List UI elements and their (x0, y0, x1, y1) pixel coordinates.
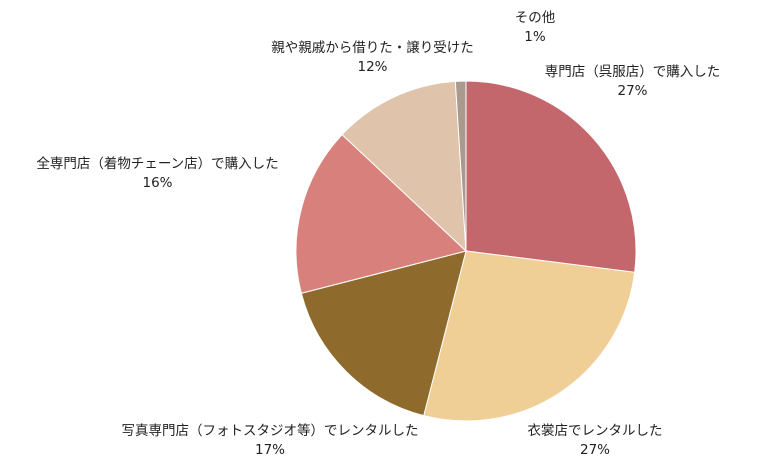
slice-label-kimono-chain-store: 全専門店（着物チェーン店）で購入した 16% (0, 155, 315, 193)
pie-slice-3 (295, 133, 468, 294)
slice-percent: 27% (579, 442, 610, 458)
slice-percent: 17% (254, 442, 285, 458)
slice-label-text: 衣裳店でレンタルした (527, 423, 663, 439)
slice-label-specialty-kimono-store: 専門店（呉服店）で購入した 27% (520, 63, 745, 101)
slice-label-photo-studio-rental: 写真専門店（フォトスタジオ等）でレンタルした 17% (70, 422, 470, 460)
slice-percent: 27% (617, 83, 648, 99)
slice-label-text: 全専門店（着物チェーン店）で購入した (36, 156, 279, 172)
slice-label-other: その他 1% (490, 9, 580, 47)
slice-label-text: 専門店（呉服店）で購入した (544, 64, 721, 80)
slice-label-text: 写真専門店（フォトスタジオ等）でレンタルした (121, 423, 419, 439)
slice-label-borrowed-from-family: 親や親戚から借りた・譲り受けた 12% (240, 39, 505, 77)
pie-slice-1 (423, 250, 636, 422)
pie-slice-0 (465, 80, 637, 273)
slice-label-text: 親や親戚から借りた・譲り受けた (271, 40, 474, 56)
pie-slice-5 (454, 80, 467, 252)
slice-label-text: その他 (514, 10, 556, 26)
pie-slice-4 (341, 80, 467, 253)
slice-percent: 12% (357, 59, 388, 75)
slice-percent: 16% (142, 175, 173, 191)
slice-label-costume-rental: 衣裳店でレンタルした 27% (500, 422, 690, 460)
slice-percent: 1% (524, 29, 546, 45)
pie-slice-2 (300, 250, 467, 417)
